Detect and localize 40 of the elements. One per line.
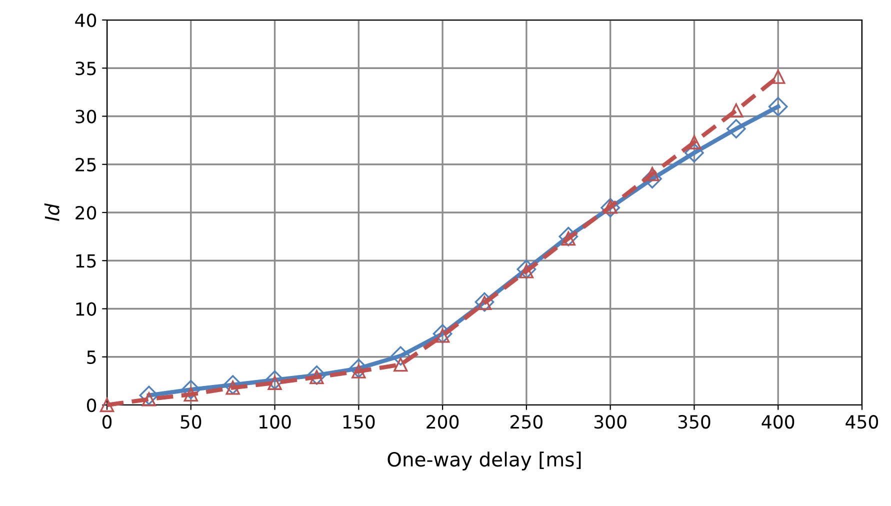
y-tick-label: 25	[76, 158, 96, 172]
y-tick-label: 40	[75, 13, 96, 28]
x-tick-label: 450	[846, 415, 878, 429]
y-tick-label: 35	[76, 62, 96, 76]
x-tick-label: 50	[180, 415, 202, 429]
y-tick-label: 10	[76, 302, 96, 316]
x-tick-label: 100	[260, 415, 291, 429]
y-tick-label: 20	[76, 206, 96, 220]
point	[348, 358, 368, 378]
x-tick-label: 400	[762, 415, 794, 429]
point	[726, 119, 746, 138]
point	[687, 135, 702, 150]
x-tick-label: 0	[102, 415, 112, 429]
point	[771, 70, 786, 84]
point	[729, 103, 744, 118]
x-tick-label: 200	[426, 415, 459, 429]
point	[307, 365, 326, 385]
point	[390, 346, 410, 366]
point	[139, 386, 159, 406]
x-tick-label: 350	[678, 415, 710, 429]
point	[768, 96, 788, 116]
y-tick-label: 15	[76, 254, 96, 268]
point	[684, 143, 704, 162]
point	[474, 292, 494, 312]
x-axis-title: One-way delay [ms]	[388, 452, 581, 470]
point	[600, 198, 620, 218]
y-tick-label: 5	[87, 350, 96, 364]
y-axis-title: Id	[44, 203, 60, 222]
x-tick-label: 150	[343, 415, 375, 429]
y-tick-label: 0	[86, 398, 96, 412]
point	[100, 398, 114, 412]
y-tick-label: 30	[76, 110, 96, 124]
point	[181, 380, 201, 400]
point	[642, 169, 662, 188]
point	[558, 226, 578, 246]
point	[394, 357, 408, 372]
x-tick-label: 300	[594, 415, 626, 429]
point	[432, 324, 452, 344]
x-tick-label: 250	[510, 415, 542, 429]
point	[516, 260, 536, 279]
